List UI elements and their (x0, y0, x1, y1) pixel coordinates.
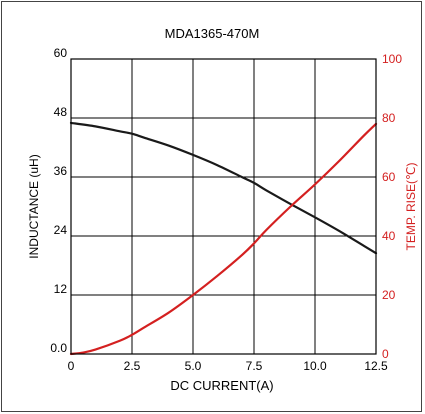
x-axis-label: DC CURRENT(A) (170, 378, 273, 393)
x-tick-label: 2.5 (124, 359, 141, 373)
y2-tick-label: 60 (382, 170, 396, 184)
y-tick-label: 48 (54, 105, 68, 119)
x-tick-label: 12.5 (364, 359, 388, 373)
curves (69, 121, 378, 356)
x-tick-label: 10.0 (303, 359, 327, 373)
y-tick-label: 36 (54, 164, 68, 178)
y2-tick-label: 40 (382, 229, 396, 243)
y-tick-label: 60 (54, 46, 68, 60)
x-tick-label: 7.5 (246, 359, 263, 373)
y-tick-label: 12 (54, 282, 68, 296)
x-tick-labels: 0 2.5 5.0 7.5 10.0 12.5 (68, 359, 388, 373)
x-tick-label: 0 (68, 359, 75, 373)
y-tick-labels: 0.0 12 24 36 48 60 (50, 46, 67, 355)
x-tick-label: 5.0 (185, 359, 202, 373)
y2-tick-label: 20 (382, 288, 396, 302)
temperature-rise-curve (69, 122, 378, 356)
y-tick-label: 0.0 (50, 341, 67, 355)
y2-tick-label: 100 (382, 52, 402, 66)
y2-tick-label: 80 (382, 111, 396, 125)
plot-border (70, 58, 377, 355)
inductance-curve (69, 121, 378, 255)
y2-axis-label: TEMP. RISE(℃) (404, 163, 418, 251)
y2-tick-labels: 0 20 40 60 80 100 (382, 52, 402, 361)
y-tick-label: 24 (54, 223, 68, 237)
grid-lines (71, 59, 376, 354)
y-axis-label: INDUCTANCE (uH) (27, 154, 41, 258)
chart-title: MDA1365-470M (165, 26, 260, 41)
y2-tick-label: 0 (382, 347, 389, 361)
